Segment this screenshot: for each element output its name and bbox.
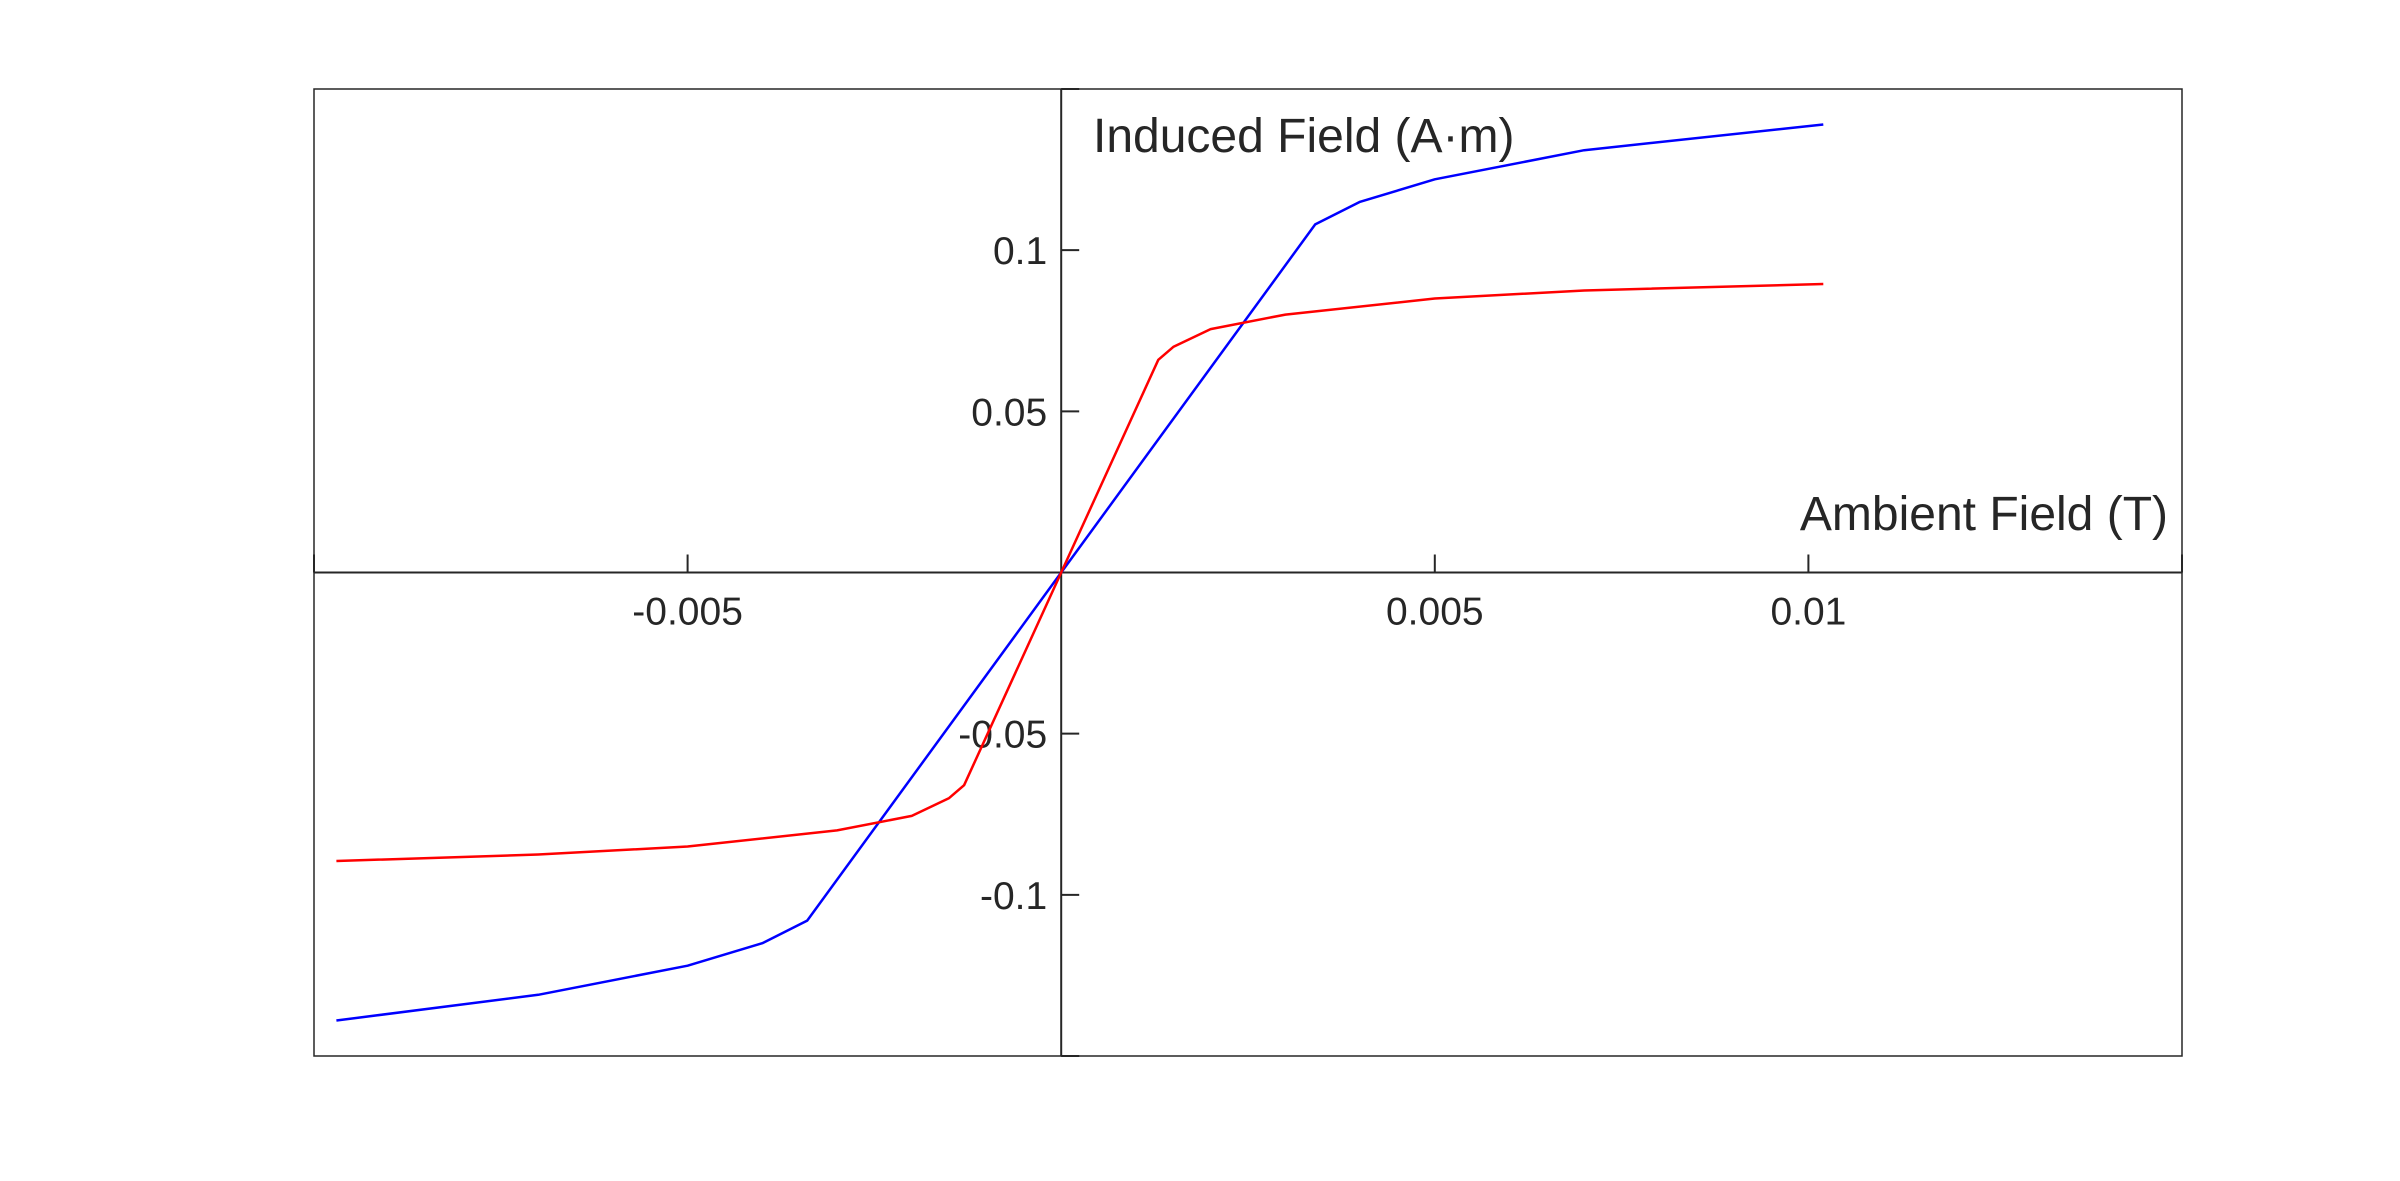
x-axis-label: Ambient Field (T) (1800, 488, 2168, 541)
y-tick-label: -0.05 (958, 714, 1047, 757)
x-tick-label: 0.01 (1770, 591, 1846, 634)
y-tick-label: 0.1 (993, 230, 1047, 273)
series-layer (336, 123, 1824, 1022)
x-tick-label: -0.005 (632, 591, 743, 634)
tick-marks (313, 88, 2183, 1057)
series-line-2 (336, 282, 1824, 863)
y-axis-label: Induced Field (A·m) (1093, 110, 1514, 163)
y-tick-label: 0.05 (971, 391, 1047, 434)
tick-labels: -0.005 0.005 0.01 0.1 0.05 -0.05 -0.1 (632, 230, 1846, 918)
y-tick-label: -0.1 (980, 875, 1047, 918)
x-tick-label: 0.005 (1386, 591, 1484, 634)
